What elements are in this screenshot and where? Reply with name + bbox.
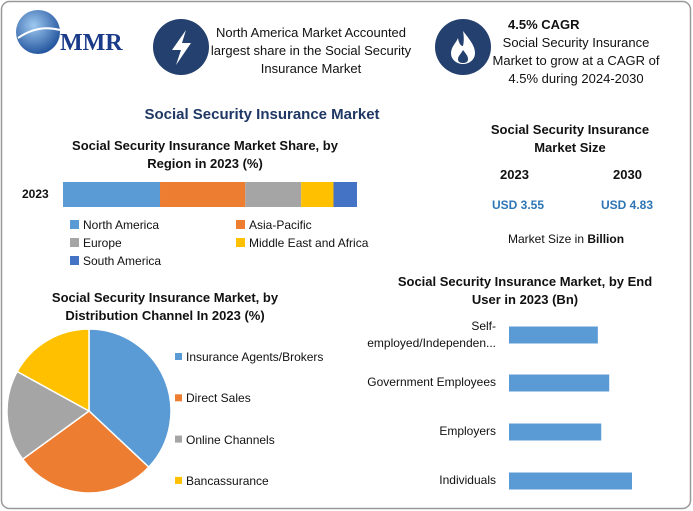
legend-swatch	[236, 238, 245, 247]
legend-swatch	[175, 476, 182, 484]
y-tick-label: Self-employed/Independen...	[367, 319, 496, 350]
logo-globe	[16, 10, 60, 54]
bolt-icon	[172, 30, 191, 65]
y-tick-label: Government Employees	[367, 375, 496, 389]
unit-note-unit: Billion	[587, 232, 625, 246]
y-tick-label: Employers	[439, 424, 496, 438]
y-tick-label: Individuals	[439, 473, 496, 487]
panel-title: Social Security Insurance Market Size	[490, 122, 650, 155]
unit-note-text: Market Size in	[508, 232, 585, 246]
main-title: Social Security Insurance Market	[144, 106, 380, 123]
market-value: USD 3.55	[492, 198, 545, 212]
bar	[509, 326, 598, 344]
legend-label: Bancassurance	[186, 473, 269, 488]
legend-swatch	[175, 353, 182, 360]
logo-swoosh	[17, 27, 61, 39]
chart-title: Social Security Insurance Market, by End…	[397, 274, 653, 307]
bar	[509, 374, 610, 392]
flame-icon	[451, 31, 475, 64]
pie-slice	[21, 410, 150, 494]
year-label: 2023	[500, 167, 529, 182]
legend-swatch	[70, 256, 79, 265]
legend-label: South America	[83, 254, 162, 268]
bar-segment	[245, 182, 302, 207]
legend-swatch	[70, 238, 79, 247]
bar	[509, 423, 602, 441]
legend-label: North America	[83, 218, 160, 232]
bar-segment	[301, 182, 334, 207]
chart-title: Social Security Insurance Market Share, …	[72, 138, 338, 171]
chart-title: Social Security Insurance Market, by Dis…	[51, 290, 279, 323]
flame-icon-inner	[458, 50, 468, 63]
bar	[509, 472, 632, 490]
y-tick-label: 2023	[22, 187, 49, 201]
highlight-text: Social Security Insurance Market to grow…	[492, 35, 660, 86]
logo-text: MMR	[60, 30, 123, 56]
legend-swatch	[175, 394, 182, 402]
highlight-title: 4.5% CAGR	[508, 17, 580, 32]
unit-note: Market Size in Billion	[508, 230, 624, 248]
bar-segment	[333, 182, 357, 207]
pie-slice	[16, 328, 90, 413]
legend-label: Middle East and Africa	[249, 236, 369, 250]
market-value: USD 4.83	[601, 198, 654, 212]
legend-label: Direct Sales	[186, 391, 251, 406]
legend-swatch	[70, 220, 79, 229]
bar-segment	[160, 182, 246, 207]
year-label: 2030	[613, 167, 642, 182]
legend-label: Europe	[83, 236, 122, 250]
pie-slice	[6, 370, 91, 461]
bar-segment	[63, 182, 161, 207]
legend-label: Asia-Pacific	[249, 218, 312, 232]
legend-swatch	[236, 220, 245, 229]
highlight-text: North America Market Accounted largest s…	[210, 25, 412, 76]
legend-label: Online Channels	[186, 432, 275, 447]
legend-label: Insurance Agents/Brokers	[186, 350, 324, 364]
legend-swatch	[175, 435, 182, 443]
pie-slice	[88, 328, 172, 469]
